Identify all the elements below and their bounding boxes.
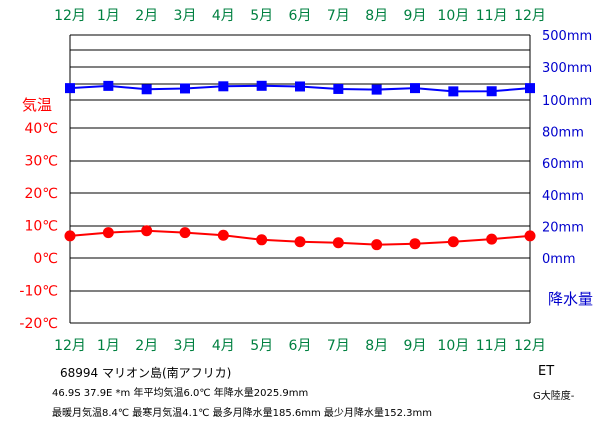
temperature-point [102,227,114,239]
month-label: 4月 [212,338,235,354]
precipitation-tick-label: 100mm [542,94,592,109]
precipitation-tick-label: 40mm [542,189,584,204]
precipitation-point [410,83,420,94]
month-label: 6月 [289,8,312,24]
temperature-point [486,233,498,245]
precipitation-tick-label: 0mm [542,252,576,267]
month-label: 5月 [250,8,273,24]
month-label: 9月 [404,338,427,354]
month-label: 2月 [135,338,158,354]
month-label: 7月 [327,8,350,24]
precipitation-point [218,81,229,92]
temperature-tick-label: 20℃ [24,186,58,202]
temperature-tick-labels: 40℃ 30℃ 20℃ 10℃ 0℃ -10℃ -20℃ [19,121,58,332]
precipitation-point [141,84,152,95]
temperature-point [409,238,421,250]
temperature-point [371,239,383,251]
month-label: 1月 [97,338,120,354]
month-label: 5月 [250,338,273,354]
month-labels-top: 12月 1月 2月 3月 4月 5月 6月 7月 8月 9月 10月 11月 12月 [54,8,546,24]
month-label: 12月 [54,8,86,24]
precipitation-point [256,80,267,91]
month-label: 12月 [54,338,86,354]
precipitation-point [333,83,344,94]
precipitation-axis-title: 降水量 [548,290,593,308]
precipitation-tick-label: 500mm [542,29,592,44]
month-label: 3月 [174,8,197,24]
temperature-axis-title: 気温 [22,96,52,114]
precipitation-tick-label: 300mm [542,61,592,76]
month-label: 11月 [476,8,508,24]
series-layer [64,80,536,251]
precipitation-point [295,81,305,92]
temperature-point [256,234,268,246]
precipitation-tick-label: 20mm [542,220,584,235]
grid-layer [69,34,531,324]
climate-code: ET [538,364,555,379]
month-label: 3月 [174,338,197,354]
temperature-tick-label: 40℃ [24,121,58,137]
temperature-point [217,229,229,241]
station-extremes: 最暖月気温8.4℃ 最寒月気温4.1℃ 最多月降水量185.6mm 最少月降水量… [52,408,433,419]
month-label: 6月 [289,338,312,354]
precipitation-point [525,83,535,94]
temperature-tick-label: 30℃ [24,154,58,170]
temperature-tick-label: 0℃ [33,251,58,267]
precipitation-point [103,80,114,91]
temperature-point [447,236,459,248]
precipitation-point [371,84,382,95]
precipitation-tick-label: 80mm [542,126,584,141]
temperature-point [141,225,153,237]
precipitation-tick-labels: 500mm 300mm 100mm 80mm 60mm 40mm 20mm 0mm [542,29,592,267]
temperature-point [332,237,344,249]
month-labels-bottom: 12月 1月 2月 3月 4月 5月 6月 7月 8月 9月 10月 11月 12月 [54,338,546,354]
temperature-point [524,230,536,242]
temperature-point [179,227,191,239]
precipitation-point [65,83,75,94]
temperature-point [294,236,306,248]
temperature-tick-label: -10℃ [19,284,58,300]
month-label: 12月 [514,338,546,354]
month-label: 11月 [476,338,508,354]
month-label: 8月 [365,338,388,354]
station-coordinates: 46.9S 37.9E *m 年平均気温6.0℃ 年降水量2025.9mm [52,388,309,399]
month-label: 10月 [437,8,469,24]
station-name: 68994 マリオン島(南アフリカ) [60,366,232,380]
month-label: 12月 [514,8,546,24]
precipitation-point [180,83,190,94]
month-label: 2月 [135,8,158,24]
month-label: 9月 [404,8,427,24]
month-label: 8月 [365,8,388,24]
temperature-tick-label: -20℃ [19,316,58,332]
temperature-tick-label: 10℃ [24,219,58,235]
month-label: 4月 [212,8,235,24]
month-label: 7月 [327,338,350,354]
precipitation-point [448,86,459,97]
temperature-point [64,230,76,242]
month-label: 10月 [437,338,469,354]
precipitation-tick-label: 60mm [542,157,584,172]
climate-region: G大陸度- [533,391,575,402]
month-label: 1月 [97,8,120,24]
precipitation-point [486,86,497,97]
